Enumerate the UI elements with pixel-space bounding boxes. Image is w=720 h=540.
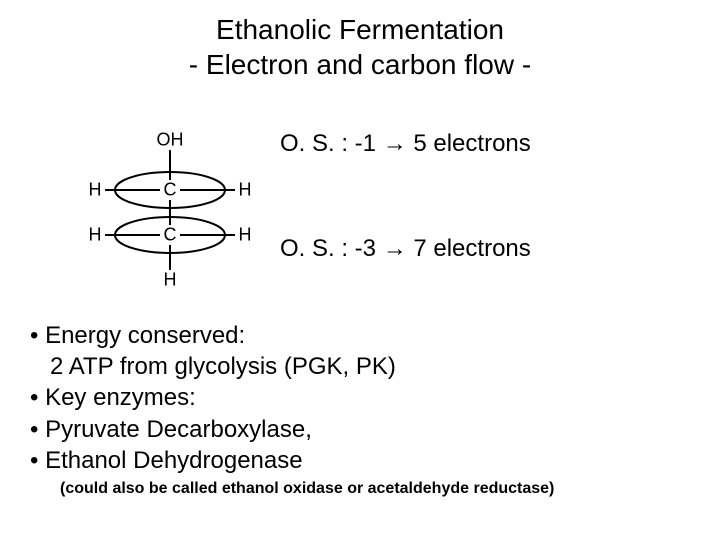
title-line-2: - Electron and carbon flow - [189,49,531,80]
oxidation-state-2: O. S. : -3 → 7 electrons [280,235,531,263]
bullet-4: • Pyruvate Decarboxylase, [30,414,396,445]
oxidation-state-1: O. S. : -1 → 5 electrons [280,130,531,158]
atom-c1: C [164,180,177,201]
bullet-1: • Energy conserved: [30,320,396,351]
atom-h-left1: H [89,180,102,201]
bullet-2: 2 ATP from glycolysis (PGK, PK) [30,351,396,382]
bullet-list: • Energy conserved: 2 ATP from glycolysi… [30,320,396,476]
atom-h-right2: H [239,225,252,246]
atom-h-left2: H [89,225,102,246]
bullet-5: • Ethanol Dehydrogenase [30,445,396,476]
atom-h-right1: H [239,180,252,201]
title-line-1: Ethanolic Fermentation [216,14,504,45]
sub-note: (could also be called ethanol oxidase or… [60,480,554,498]
molecule-diagram: OH C C H H H H H [60,120,280,300]
slide-title: Ethanolic Fermentation - Electron and ca… [0,12,720,82]
atom-c2: C [164,225,177,246]
bullet-3: • Key enzymes: [30,382,396,413]
atom-h-bottom: H [164,270,177,291]
atom-oh: OH [157,130,184,151]
